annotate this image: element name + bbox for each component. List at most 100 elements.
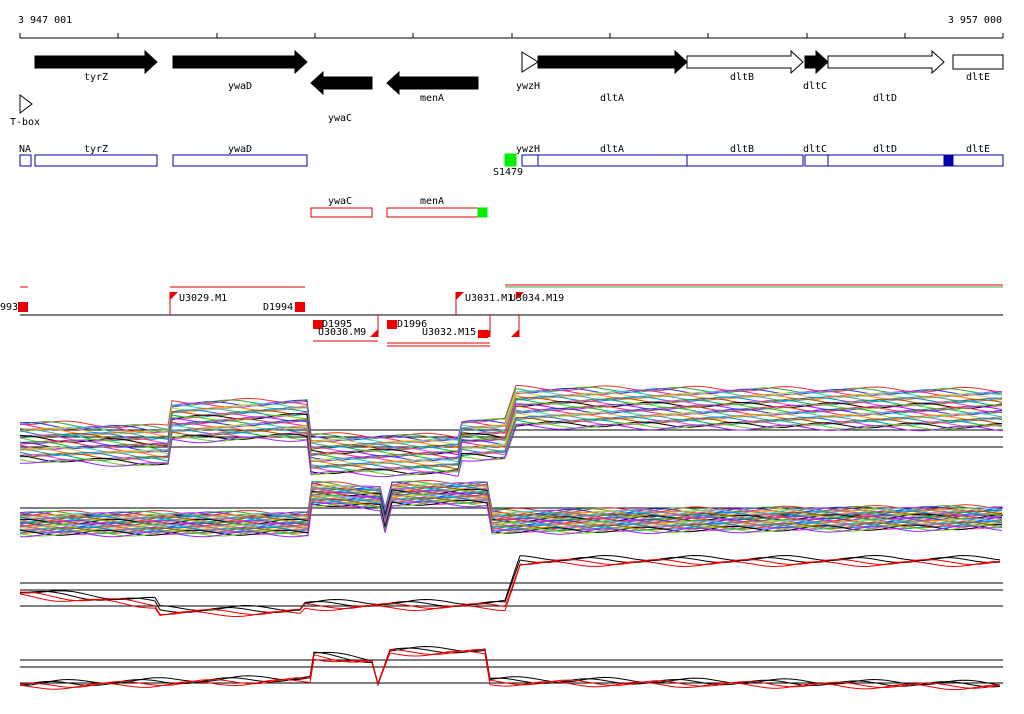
gene-label: dltB	[730, 72, 754, 83]
profile-trace	[20, 558, 1001, 616]
profile-trace	[19, 409, 1003, 463]
transcript-label: dltD	[873, 144, 897, 155]
shape	[478, 330, 488, 338]
segment-label: D1995	[322, 319, 352, 330]
shape	[18, 292, 524, 338]
shape	[34, 49, 158, 75]
shape	[18, 302, 28, 312]
transcript-track	[19, 153, 1004, 167]
segment-track	[18, 284, 1003, 347]
gene-label: dltC	[803, 81, 827, 92]
transcript-label: dltA	[600, 144, 624, 155]
shape	[170, 292, 178, 300]
shape	[804, 49, 829, 75]
segment-label: 993	[0, 302, 18, 313]
gene-label: dltE	[966, 72, 990, 83]
shape	[827, 49, 945, 75]
gene-label: tyrZ	[84, 72, 108, 83]
shape	[516, 292, 524, 300]
profile-trace	[19, 391, 1003, 446]
profile-trace	[19, 413, 1003, 467]
transcript-label: tyrZ	[84, 144, 108, 155]
profile-trace	[19, 495, 1003, 532]
profile-trace	[19, 500, 1003, 537]
ruler-end: 3 957 000	[948, 15, 1002, 26]
shape	[477, 207, 488, 218]
shape	[504, 153, 517, 167]
transcript-label: dltE	[966, 144, 990, 155]
transcript-label: NA	[19, 144, 31, 155]
shape	[952, 154, 1004, 167]
shape	[943, 154, 954, 167]
shape	[313, 320, 323, 329]
transcript-label: S1479	[493, 167, 523, 178]
shape	[387, 320, 397, 329]
transcript-label: ywzH	[516, 144, 540, 155]
shape	[521, 51, 539, 73]
shape	[19, 33, 1004, 38]
profile-trace	[19, 499, 1003, 535]
shape	[511, 329, 519, 337]
profile-trace	[20, 501, 1003, 538]
shape	[34, 154, 158, 167]
transcript-label: menA	[420, 196, 444, 207]
shape	[310, 207, 373, 218]
transcript-label: dltC	[803, 144, 827, 155]
shape	[827, 154, 945, 167]
shape	[172, 49, 308, 75]
transcript-label: ywaD	[228, 144, 252, 155]
shape	[370, 329, 378, 337]
shape	[19, 94, 33, 114]
segment-label: U3031.M1	[465, 293, 513, 304]
profile-trace	[19, 650, 1001, 691]
profile-trace	[19, 645, 1001, 687]
profile-trace	[19, 419, 1003, 474]
profile-trace	[19, 402, 1003, 457]
shape	[386, 70, 479, 96]
segment-label: D1996	[397, 319, 427, 330]
profile-trace	[19, 415, 1003, 470]
shape	[686, 154, 804, 167]
profile-trace	[19, 647, 1001, 688]
profile-baselines	[20, 429, 1003, 684]
shape	[295, 302, 305, 312]
shape	[537, 154, 688, 167]
profile-trace	[19, 384, 1003, 439]
profile-trace	[19, 397, 1003, 451]
shape	[537, 49, 688, 75]
gene-label: ywaD	[228, 81, 252, 92]
profile-trace	[19, 483, 1003, 519]
transcript-label: ywaC	[328, 196, 352, 207]
profile-trace	[19, 394, 1003, 449]
shape	[456, 292, 464, 300]
segment-label: U3034.M19	[510, 293, 564, 304]
shape	[172, 154, 308, 167]
gene-label: ywzH	[516, 81, 540, 92]
ruler-start: 3 947 001	[18, 15, 72, 26]
shape	[686, 49, 804, 75]
segment-label: D1994	[263, 302, 293, 313]
shape	[521, 154, 539, 167]
profile-trace	[19, 648, 1001, 689]
gene-label: T-box	[10, 117, 40, 128]
profile-trace	[19, 560, 1001, 618]
shape	[952, 54, 1004, 70]
gene-label: dltD	[873, 93, 897, 104]
shape	[386, 207, 488, 218]
shape	[804, 154, 829, 167]
profile-trace	[19, 406, 1003, 461]
transcript-label: dltB	[730, 144, 754, 155]
segment-label: U3029.M1	[179, 293, 227, 304]
gene-label: ywaC	[328, 113, 352, 124]
gene-label: menA	[420, 93, 444, 104]
reverse-transcript-track	[310, 207, 488, 218]
segment-label: U3032.M15	[422, 327, 476, 338]
gene-track	[19, 49, 1004, 114]
profile-trace	[19, 422, 1003, 476]
shape	[310, 70, 373, 96]
shape	[19, 154, 32, 167]
shape	[482, 329, 490, 337]
gene-label: dltA	[600, 93, 624, 104]
profile-trace	[19, 423, 1003, 478]
